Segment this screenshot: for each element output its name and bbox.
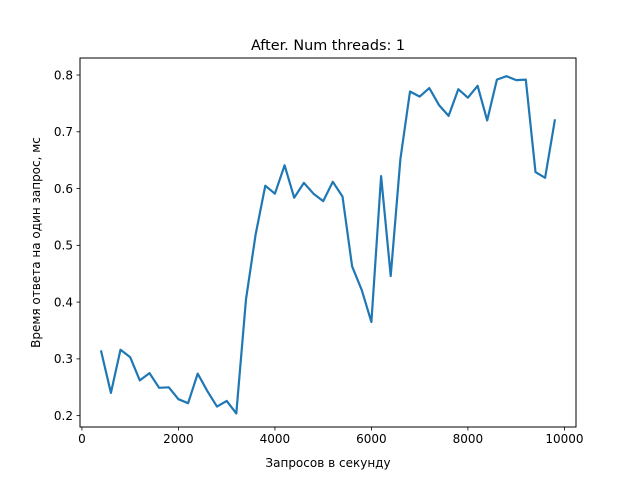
series-layer [99,75,557,415]
x-tick-label: 8000 [453,432,484,446]
x-tick-label: 4000 [260,432,291,446]
chart-title: After. Num threads: 1 [251,38,405,54]
plot-frame [79,57,577,428]
x-tick-label: 6000 [356,432,387,446]
y-axis-ticks: 0.2 0.3 0.4 0.5 0.6 0.7 0.8 [54,68,80,423]
y-tick-label: 0.4 [54,295,73,309]
x-tick-label: 0 [78,432,86,446]
y-tick-label: 0.6 [54,182,73,196]
y-tick-label: 0.7 [54,125,73,139]
series-line [99,75,557,415]
y-tick-label: 0.3 [54,352,73,366]
y-tick-label: 0.2 [54,409,73,423]
plot-background [80,58,576,427]
y-tick-label: 0.8 [54,68,73,82]
x-tick-label: 2000 [163,432,194,446]
y-axis-label: Время ответа на один запрос, мс [29,137,43,348]
x-axis-label: Запросов в секунду [265,456,390,470]
x-axis-ticks: 0 2000 4000 6000 8000 10000 [78,427,584,446]
y-tick-label: 0.5 [54,239,73,253]
x-tick-label: 10000 [545,432,583,446]
